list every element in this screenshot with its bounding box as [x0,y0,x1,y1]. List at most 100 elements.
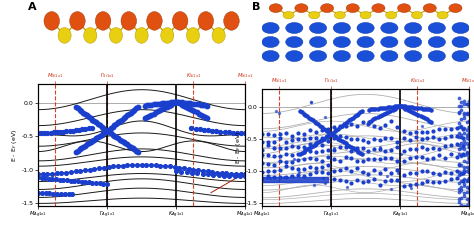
Point [241,174,249,178]
Point [380,106,388,110]
Point [186,102,194,105]
Point [465,178,473,182]
Point [80,111,87,114]
Point [282,140,290,144]
Point [314,140,322,144]
Point [391,105,399,108]
Point [74,149,82,153]
Point [178,170,185,174]
Point [442,136,449,140]
Point [282,175,290,179]
Circle shape [320,4,334,13]
Point [294,145,301,149]
Point [455,143,463,147]
Point [395,105,403,108]
Point [199,169,207,173]
Point [107,126,115,130]
Point [312,130,319,134]
Point [312,158,319,161]
Point [193,111,201,114]
Point [191,102,198,106]
Point [327,132,335,136]
Point [374,107,382,110]
Point [300,145,308,149]
Point [325,131,333,134]
Point [318,159,325,162]
Ellipse shape [452,51,469,62]
Point [233,131,241,135]
Point [391,107,399,110]
Point [72,128,80,132]
Point [425,107,433,111]
Circle shape [135,27,148,43]
Point [215,173,222,177]
Point [331,177,338,181]
Point [365,122,372,126]
Point [331,169,338,172]
Point [454,177,461,180]
Point [458,171,465,174]
Point [150,112,157,115]
Point [412,131,419,134]
Point [264,153,272,156]
Point [455,163,463,167]
Point [324,171,331,174]
Point [156,108,164,112]
Point [34,191,42,195]
Point [459,179,467,183]
Point [424,136,431,140]
Point [376,114,383,118]
Point [465,145,473,149]
Point [376,171,383,175]
Point [319,177,327,180]
Point [78,180,85,183]
Point [367,119,375,122]
Point [120,140,128,144]
Circle shape [70,12,85,30]
Point [460,143,468,146]
Point [353,113,360,117]
Point [401,105,409,108]
Point [307,101,314,104]
Point [418,170,425,173]
Point [342,155,349,159]
Point [282,165,290,168]
Point [418,124,426,128]
Point [463,120,471,123]
Point [465,157,473,161]
Point [180,166,188,170]
Point [103,129,111,133]
Point [353,124,361,128]
Point [393,168,401,172]
Point [436,128,443,131]
Point [228,172,235,176]
Point [365,179,372,183]
Circle shape [224,12,239,30]
Point [460,177,468,181]
Point [85,181,92,184]
Point [270,146,278,150]
Point [397,104,405,108]
Point [394,171,401,174]
Point [382,137,389,140]
Point [282,146,290,149]
Point [387,137,395,140]
Point [189,108,196,112]
Point [417,106,424,110]
Point [178,101,185,104]
Point [258,170,265,174]
Y-axis label: E - E$_F$ (eV): E - E$_F$ (eV) [234,131,243,164]
Point [133,149,140,153]
Point [455,147,463,151]
Point [459,127,467,130]
Point [76,108,83,112]
Point [270,170,278,173]
Point [306,166,313,169]
Point [83,114,91,117]
Circle shape [295,4,308,13]
Circle shape [186,27,200,43]
Point [406,105,414,109]
Point [343,185,350,188]
Point [85,115,92,119]
Point [56,178,64,181]
